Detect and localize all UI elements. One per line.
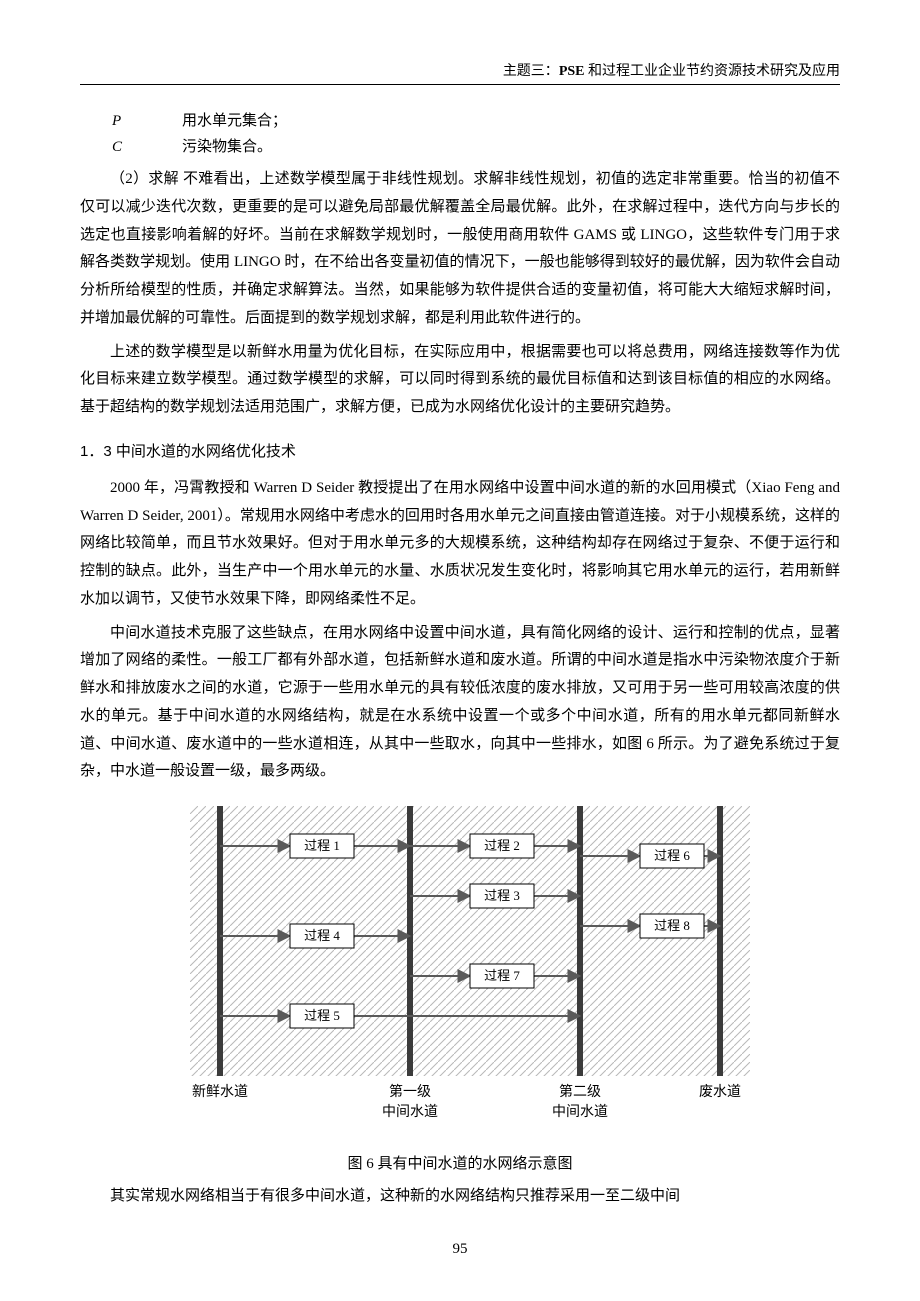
- symbol-def: 污染物集合。: [182, 135, 272, 161]
- paragraph: （2）求解 不难看出，上述数学模型属于非线性规划。求解非线性规划，初值的选定非常…: [80, 166, 840, 333]
- svg-text:第二级: 第二级: [559, 1083, 601, 1100]
- symbol-list: P 用水单元集合； C 污染物集合。: [112, 109, 840, 160]
- figure-svg: 过程 1 过程 4 过程 5 过程 2 过程 3 过程 7 过程 6 过程 8 新鲜水道 第一级中…: [150, 806, 770, 1146]
- symbol: P: [112, 109, 182, 135]
- paragraph: 上述的数学模型是以新鲜水用量为优化目标，在实际应用中，根据需要也可以将总费用，网…: [80, 339, 840, 422]
- svg-text:中间水道: 中间水道: [552, 1104, 608, 1120]
- header-prefix: 主题三：: [503, 64, 559, 79]
- svg-text:过程 2: 过程 2: [484, 838, 520, 853]
- svg-text:新鲜水道: 新鲜水道: [192, 1084, 248, 1100]
- svg-text:过程 3: 过程 3: [484, 888, 520, 903]
- symbol: C: [112, 135, 182, 161]
- svg-text:中间水道: 中间水道: [382, 1104, 438, 1120]
- figure-6: 过程 1 过程 4 过程 5 过程 2 过程 3 过程 7 过程 6 过程 8 新鲜水道 第一级中…: [80, 806, 840, 1173]
- header-bold: PSE: [559, 64, 585, 79]
- page-number: 95: [80, 1241, 840, 1258]
- figure-caption: 图 6 具有中间水道的水网络示意图: [80, 1152, 840, 1173]
- svg-text:过程 6: 过程 6: [654, 848, 690, 863]
- svg-text:过程 1: 过程 1: [304, 838, 340, 853]
- svg-text:过程 8: 过程 8: [654, 918, 690, 933]
- symbol-def: 用水单元集合；: [182, 109, 287, 135]
- paragraph: 中间水道技术克服了这些缺点，在用水网络中设置中间水道，具有简化网络的设计、运行和…: [80, 620, 840, 787]
- header-rest: 和过程工业企业节约资源技术研究及应用: [585, 64, 841, 79]
- page: 主题三：PSE 和过程工业企业节约资源技术研究及应用 P 用水单元集合； C 污…: [0, 0, 920, 1298]
- paragraph: 其实常规水网络相当于有很多中间水道，这种新的水网络结构只推荐采用一至二级中间: [80, 1183, 840, 1211]
- svg-text:第一级: 第一级: [389, 1083, 431, 1100]
- svg-text:废水道: 废水道: [699, 1084, 741, 1100]
- paragraph: 2000 年，冯霄教授和 Warren D Seider 教授提出了在用水网络中…: [80, 475, 840, 614]
- running-header: 主题三：PSE 和过程工业企业节约资源技术研究及应用: [80, 60, 840, 85]
- svg-text:过程 4: 过程 4: [304, 928, 340, 943]
- svg-text:过程 7: 过程 7: [484, 968, 520, 983]
- section-heading: 1．3 中间水道的水网络优化技术: [80, 440, 840, 461]
- symbol-row: C 污染物集合。: [112, 135, 840, 161]
- svg-text:过程 5: 过程 5: [304, 1008, 340, 1023]
- symbol-row: P 用水单元集合；: [112, 109, 840, 135]
